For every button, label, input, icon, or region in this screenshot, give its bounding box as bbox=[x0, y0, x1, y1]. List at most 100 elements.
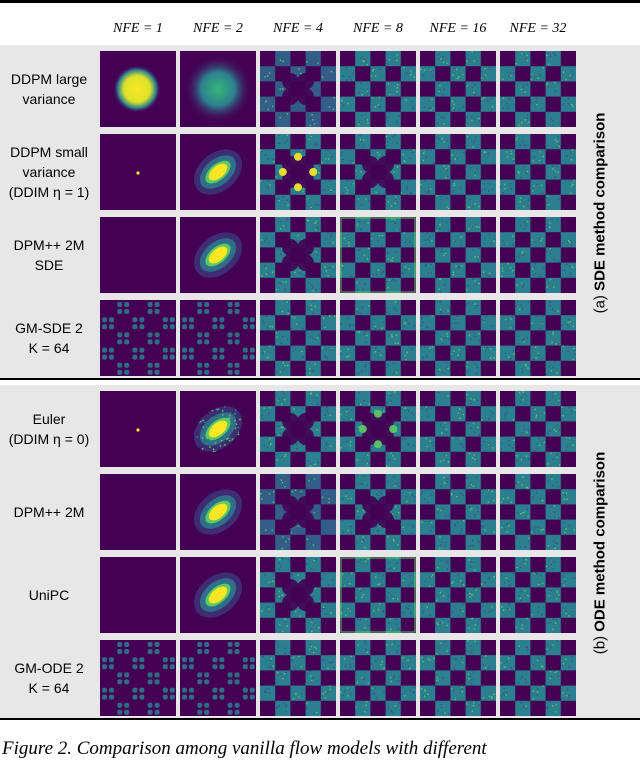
sample-plot bbox=[420, 51, 496, 127]
sample-image bbox=[340, 217, 416, 293]
sample-plot bbox=[260, 474, 336, 550]
row-label: GM-SDE 2 K = 64 bbox=[0, 300, 98, 376]
sample-image bbox=[180, 474, 256, 550]
column-header: NFE = 4 bbox=[273, 21, 323, 36]
sample-plot bbox=[260, 557, 336, 633]
sample-plot bbox=[340, 474, 416, 550]
sample-plot bbox=[500, 474, 576, 550]
sample-image bbox=[260, 51, 336, 127]
row-label-text: DDPM large variance bbox=[10, 71, 88, 107]
panel-label-title: ODE method comparison bbox=[591, 451, 609, 632]
sample-image bbox=[260, 217, 336, 293]
sample-plot bbox=[100, 557, 176, 633]
row-label-text: Euler (DDIM η = 0) bbox=[8, 411, 90, 447]
sample-image bbox=[100, 134, 176, 210]
row-label-text: DPM++ 2M bbox=[13, 504, 85, 520]
sample-plot bbox=[180, 217, 256, 293]
panel-side-label: (b) ODE method comparison bbox=[588, 403, 612, 703]
sample-plot bbox=[500, 557, 576, 633]
panel-divider bbox=[0, 718, 640, 720]
column-header: NFE = 16 bbox=[429, 21, 487, 36]
panel-divider bbox=[0, 378, 640, 380]
sample-image bbox=[340, 134, 416, 210]
row-label-text: UniPC bbox=[28, 587, 70, 603]
sample-plot bbox=[340, 640, 416, 716]
sample-image bbox=[420, 474, 496, 550]
sample-image bbox=[100, 391, 176, 467]
sample-image bbox=[260, 134, 336, 210]
row-label: UniPC bbox=[0, 557, 98, 633]
sample-image bbox=[100, 557, 176, 633]
sample-image bbox=[180, 300, 256, 376]
sample-image bbox=[260, 474, 336, 550]
sample-plot bbox=[100, 217, 176, 293]
sample-plot bbox=[180, 300, 256, 376]
sample-plot bbox=[100, 134, 176, 210]
sample-image bbox=[420, 557, 496, 633]
sample-image bbox=[180, 134, 256, 210]
column-header: NFE = 32 bbox=[509, 21, 567, 36]
panel-label-prefix: (a) bbox=[591, 290, 609, 314]
sample-image bbox=[420, 300, 496, 376]
sample-image bbox=[260, 640, 336, 716]
sample-plot bbox=[260, 217, 336, 293]
sample-image bbox=[420, 51, 496, 127]
panel-label-title: SDE method comparison bbox=[591, 112, 609, 291]
sample-plot bbox=[420, 391, 496, 467]
column-header: NFE = 2 bbox=[193, 21, 243, 36]
figure-caption: Figure 2. Comparison among vanilla flow … bbox=[2, 738, 487, 759]
sample-image bbox=[420, 391, 496, 467]
row-label-text: DDPM small variance (DDIM η = 1) bbox=[8, 144, 90, 200]
sample-image bbox=[100, 300, 176, 376]
sample-image bbox=[500, 300, 576, 376]
row-label-text: DPM++ 2M SDE bbox=[13, 237, 85, 273]
sample-image bbox=[100, 217, 176, 293]
sample-plot bbox=[420, 300, 496, 376]
sample-plot bbox=[420, 217, 496, 293]
sample-image bbox=[500, 474, 576, 550]
sample-plot bbox=[180, 557, 256, 633]
column-header: NFE = 8 bbox=[353, 21, 403, 36]
sample-image bbox=[260, 391, 336, 467]
top-rule bbox=[0, 0, 640, 3]
column-header: NFE = 1 bbox=[113, 21, 163, 36]
sample-image bbox=[500, 134, 576, 210]
sample-image bbox=[420, 134, 496, 210]
sample-image bbox=[340, 640, 416, 716]
sample-plot bbox=[260, 300, 336, 376]
sample-image bbox=[260, 300, 336, 376]
sample-plot bbox=[420, 557, 496, 633]
sample-image bbox=[500, 391, 576, 467]
row-label: GM-ODE 2 K = 64 bbox=[0, 640, 98, 716]
sample-image bbox=[180, 51, 256, 127]
sample-plot bbox=[260, 640, 336, 716]
sample-image bbox=[180, 217, 256, 293]
sample-plot bbox=[340, 134, 416, 210]
sample-plot bbox=[340, 557, 416, 633]
sample-plot bbox=[340, 300, 416, 376]
sample-image bbox=[340, 300, 416, 376]
panel-label-prefix: (b) bbox=[591, 631, 609, 655]
panel-side-label: (a) SDE method comparison bbox=[588, 63, 612, 363]
sample-plot bbox=[100, 474, 176, 550]
row-label: Euler (DDIM η = 0) bbox=[0, 391, 98, 467]
row-label-text: GM-ODE 2 K = 64 bbox=[14, 660, 84, 696]
sample-plot bbox=[180, 51, 256, 127]
sample-image bbox=[100, 51, 176, 127]
panel-side-label-text: (a) SDE method comparison bbox=[592, 113, 609, 314]
sample-image bbox=[180, 640, 256, 716]
sample-plot bbox=[180, 134, 256, 210]
sample-plot bbox=[340, 217, 416, 293]
row-label: DDPM large variance bbox=[0, 51, 98, 127]
sample-plot bbox=[420, 474, 496, 550]
panel-side-label-text: (b) ODE method comparison bbox=[592, 452, 609, 655]
sample-plot bbox=[340, 391, 416, 467]
row-label: DPM++ 2M SDE bbox=[0, 217, 98, 293]
sample-plot bbox=[180, 474, 256, 550]
sample-plot bbox=[420, 134, 496, 210]
sample-plot bbox=[500, 217, 576, 293]
sample-plot bbox=[500, 391, 576, 467]
sample-plot bbox=[260, 51, 336, 127]
sample-plot bbox=[500, 134, 576, 210]
sample-plot bbox=[180, 391, 256, 467]
